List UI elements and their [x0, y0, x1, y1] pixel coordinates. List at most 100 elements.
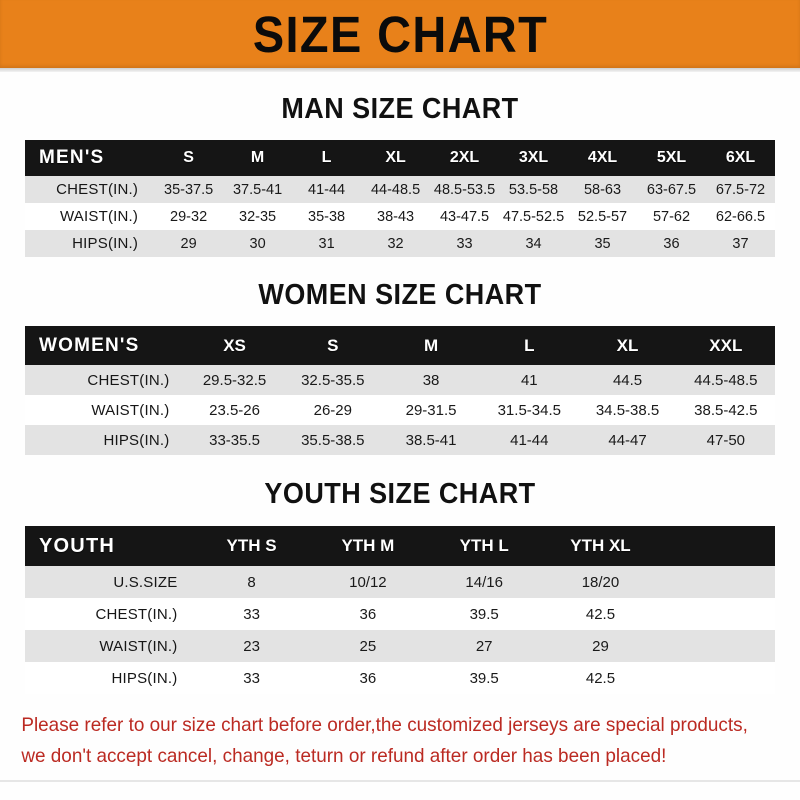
- row-label: WAIST(IN.): [91, 401, 170, 419]
- row-label: WAIST(IN.): [99, 637, 178, 655]
- cell: 34: [525, 235, 542, 252]
- youth-size-header: YTH L: [459, 536, 509, 555]
- section-women: WOMEN SIZE CHART WOMEN'S XS S M L XL XXL: [0, 279, 800, 455]
- section-title-youth: YOUTH SIZE CHART: [264, 478, 536, 510]
- row-label: CHEST(IN.): [95, 605, 178, 623]
- table-wrap-women: WOMEN'S XS S M L XL XXL CHEST(IN.) 29.5-…: [0, 326, 800, 455]
- table-row: CHEST(IN.) 35-37.5 37.5-41 41-44 44-48.5…: [25, 176, 775, 203]
- cell: 32-35: [239, 208, 277, 225]
- cell: 18/20: [581, 573, 620, 591]
- cell: 58-63: [583, 181, 622, 198]
- cell: 32: [387, 235, 404, 252]
- cell: 23.5-26: [209, 401, 260, 419]
- cell: 35-38: [308, 208, 346, 225]
- youth-size-header: YTH XL: [570, 536, 631, 555]
- cell: 36: [663, 235, 680, 252]
- row-label: HIPS(IN.): [72, 235, 139, 252]
- table-row: CHEST(IN.) 33 36 39.5 42.5: [25, 598, 775, 630]
- men-size-header: S: [183, 149, 194, 166]
- table-row: WAIST(IN.) 29-32 32-35 35-38 38-43 43-47…: [25, 203, 775, 230]
- cell: 29-31.5: [405, 401, 457, 419]
- cell: 35-37.5: [164, 181, 214, 198]
- women-corner-label: WOMEN'S: [39, 334, 140, 356]
- cell: 31: [318, 235, 335, 252]
- women-size-header: M: [423, 335, 439, 355]
- women-size-header: XXL: [709, 335, 743, 355]
- table-wrap-youth: YOUTH YTH S YTH M YTH L YTH XL U.S.SIZE …: [0, 526, 800, 694]
- cell: 44.5-48.5: [694, 371, 758, 389]
- order-policy-note: Please refer to our size chart before or…: [0, 710, 776, 772]
- cell: 48.5-53.5: [433, 181, 496, 198]
- cell: 39.5: [469, 605, 499, 623]
- table-row: U.S.SIZE 8 10/12 14/16 18/20: [25, 566, 775, 598]
- cell: 57-62: [652, 208, 691, 225]
- cell: 63-67.5: [646, 181, 697, 198]
- cell-spacer: [659, 598, 775, 630]
- cell: 36: [359, 605, 377, 623]
- youth-corner-label: YOUTH: [39, 534, 115, 557]
- cell: 38.5-41: [405, 431, 457, 449]
- row-label: HIPS(IN.): [111, 669, 178, 687]
- cell: 47-50: [706, 431, 746, 449]
- cell: 39.5: [469, 669, 499, 687]
- cell: 52.5-57: [577, 208, 628, 225]
- cell: 37: [732, 235, 749, 252]
- cell: 41: [520, 371, 538, 389]
- cell: 38.5-42.5: [694, 401, 758, 419]
- page-title: SIZE CHART: [252, 5, 548, 63]
- row-label: CHEST(IN.): [87, 371, 170, 389]
- cell-spacer: [659, 630, 775, 662]
- cell: 33: [243, 669, 260, 687]
- table-row: HIPS(IN.) 29 30 31 32 33 34 35 36 37: [25, 230, 775, 257]
- cell: 33: [243, 605, 260, 623]
- men-size-header: 5XL: [656, 149, 687, 166]
- cell: 38: [422, 371, 440, 389]
- table-row: HIPS(IN.) 33-35.5 35.5-38.5 38.5-41 41-4…: [25, 425, 775, 455]
- table-row: WAIST(IN.) 23.5-26 26-29 29-31.5 31.5-34…: [25, 395, 775, 425]
- cell: 44-47: [608, 431, 647, 449]
- note-line-2: we don't accept cancel, change, teturn o…: [21, 744, 667, 767]
- cell: 33-35.5: [209, 431, 260, 449]
- cell: 38-43: [377, 208, 415, 225]
- cell: 37.5-41: [232, 181, 283, 198]
- cell: 42.5: [585, 605, 616, 623]
- cell: 67.5-72: [715, 181, 766, 198]
- cell: 25: [359, 637, 377, 655]
- cell: 29-32: [170, 208, 208, 225]
- cell-spacer: [659, 662, 775, 694]
- cell: 27: [475, 637, 493, 655]
- row-label: HIPS(IN.): [103, 431, 170, 449]
- row-label: WAIST(IN.): [60, 208, 139, 225]
- section-youth: YOUTH SIZE CHART YOUTH YTH S YTH M YTH L…: [0, 478, 800, 694]
- women-size-header: XL: [616, 335, 639, 355]
- table-row: WAIST(IN.) 23 25 27 29: [25, 630, 775, 662]
- youth-header-spacer: [659, 526, 775, 566]
- cell: 53.5-58: [508, 181, 559, 198]
- cell: 34.5-38.5: [595, 401, 660, 419]
- cell: 8: [247, 573, 256, 591]
- cell: 33: [456, 235, 473, 252]
- men-corner-label: MEN'S: [39, 147, 105, 168]
- cell: 62-66.5: [715, 208, 766, 225]
- table-row: CHEST(IN.) 29.5-32.5 32.5-35.5 38 41 44.…: [25, 365, 775, 395]
- cell: 10/12: [349, 573, 387, 591]
- youth-size-table: YOUTH YTH S YTH M YTH L YTH XL U.S.SIZE …: [25, 526, 775, 694]
- cell-spacer: [659, 566, 775, 598]
- youth-size-header: YTH S: [226, 536, 277, 555]
- row-label: CHEST(IN.): [56, 181, 139, 198]
- cell: 14/16: [465, 573, 503, 591]
- women-size-header: XS: [223, 335, 246, 355]
- section-title-men: MAN SIZE CHART: [281, 93, 519, 125]
- cell: 43-47.5: [439, 208, 490, 225]
- cell: 44.5: [612, 371, 643, 389]
- men-header-row: MEN'S S M L XL 2XL 3XL 4XL 5XL 6XL: [25, 140, 775, 176]
- men-size-header: 4XL: [587, 149, 618, 166]
- cell: 29: [592, 637, 609, 655]
- cell: 23: [243, 637, 260, 655]
- row-label: U.S.SIZE: [113, 573, 178, 591]
- section-men: MAN SIZE CHART MEN'S S M L XL 2XL: [0, 93, 800, 257]
- youth-size-header: YTH M: [341, 536, 395, 555]
- cell: 44-48.5: [370, 181, 421, 198]
- women-size-header: S: [327, 335, 339, 355]
